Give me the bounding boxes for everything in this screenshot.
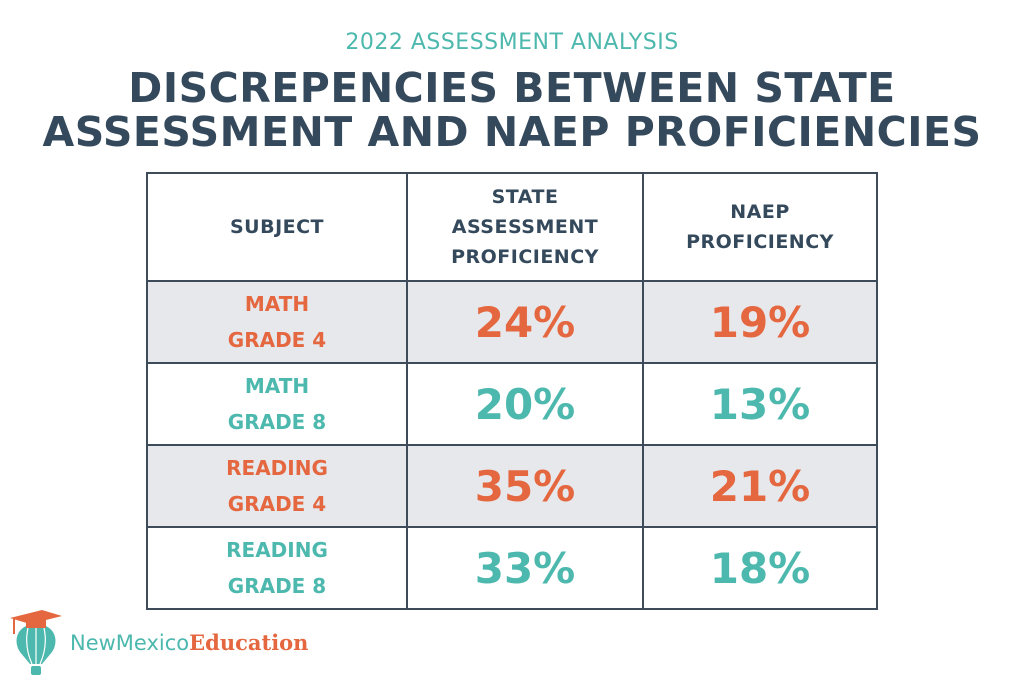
subject-line: READING: [226, 538, 328, 562]
naep-value: 13%: [642, 362, 878, 446]
state-value: 24%: [406, 280, 644, 364]
naep-value: 19%: [642, 280, 878, 364]
table-row: READING GRADE 4 35% 21%: [146, 444, 878, 528]
grade-line: GRADE 8: [227, 574, 327, 598]
page-title: DISCREPENCIES BETWEEN STATE ASSESSMENT A…: [0, 66, 1024, 154]
state-value: 20%: [406, 362, 644, 446]
subject-line: READING: [226, 456, 328, 480]
header-naep: NAEP PROFICIENCY: [642, 172, 878, 282]
naep-value: 21%: [642, 444, 878, 528]
header-subject: SUBJECT: [146, 172, 408, 282]
subtitle: 2022 ASSESSMENT ANALYSIS: [345, 30, 679, 55]
logo: NewMexicoEducation: [6, 606, 308, 678]
title-line-2: ASSESSMENT AND NAEP PROFICIENCIES: [42, 108, 982, 156]
subject-cell: MATH GRADE 8: [146, 362, 408, 446]
grade-line: GRADE 4: [227, 328, 327, 352]
header-row: SUBJECT STATE ASSESSMENT PROFICIENCY NAE…: [146, 172, 878, 282]
table-row: READING GRADE 8 33% 18%: [146, 526, 878, 610]
subject-line: MATH: [244, 374, 310, 398]
header-naep-text: NAEP PROFICIENCY: [686, 201, 834, 253]
brand-name: NewMexicoEducation: [70, 630, 308, 655]
state-value: 35%: [406, 444, 644, 528]
brand-part-2: Education: [189, 629, 309, 655]
header-state-text: STATE ASSESSMENT PROFICIENCY: [451, 186, 599, 268]
grade-line: GRADE 8: [227, 410, 327, 434]
brand-part-1: NewMexico: [70, 630, 190, 655]
table-row: MATH GRADE 8 20% 13%: [146, 362, 878, 446]
title-line-1: DISCREPENCIES BETWEEN STATE: [128, 64, 896, 112]
header-state: STATE ASSESSMENT PROFICIENCY: [406, 172, 644, 282]
grade-line: GRADE 4: [227, 492, 327, 516]
hot-air-balloon-graduation-cap-icon: [10, 610, 62, 675]
subject-cell: MATH GRADE 4: [146, 280, 408, 364]
proficiency-table: SUBJECT STATE ASSESSMENT PROFICIENCY NAE…: [146, 172, 878, 610]
naep-value: 18%: [642, 526, 878, 610]
state-value: 33%: [406, 526, 644, 610]
subject-cell: READING GRADE 8: [146, 526, 408, 610]
subject-cell: READING GRADE 4: [146, 444, 408, 528]
subject-line: MATH: [244, 292, 310, 316]
table-row: MATH GRADE 4 24% 19%: [146, 280, 878, 364]
